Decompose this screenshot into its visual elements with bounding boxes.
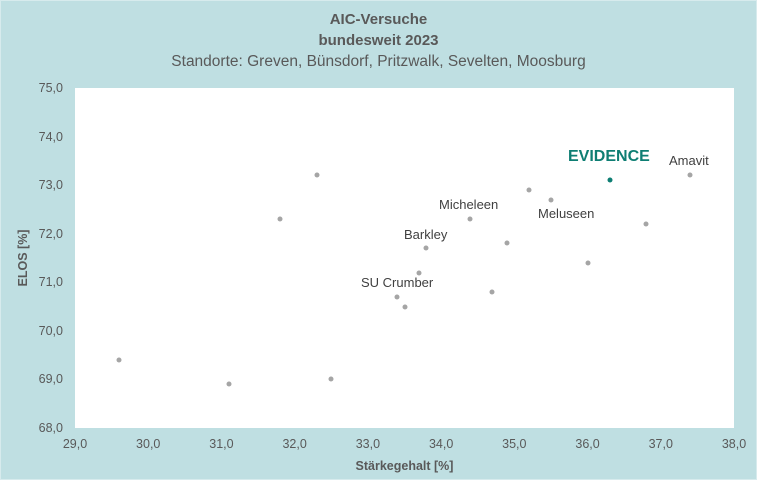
- chart-subtitle: bundesweit 2023: [318, 32, 439, 49]
- data-point: [416, 270, 422, 276]
- x-tick-label: 31,0: [209, 437, 234, 451]
- data-point: [394, 294, 400, 300]
- data-point-highlighted: [607, 177, 613, 183]
- data-point: [467, 216, 473, 222]
- point-label-meluseen: Meluseen: [538, 206, 595, 221]
- x-tick-label: 34,0: [428, 437, 454, 451]
- x-tick-label: 33,0: [355, 437, 381, 451]
- data-point: [643, 221, 649, 227]
- x-tick-label: 35,0: [502, 437, 527, 451]
- y-tick-label: 69,0: [38, 372, 63, 387]
- x-tick-label: 38,0: [721, 437, 747, 451]
- y-axis-label: ELOS [%]: [16, 229, 30, 287]
- point-label-micheleen: Micheleen: [439, 197, 499, 212]
- y-tick-label: 71,0: [38, 275, 63, 290]
- y-tick-label: 74,0: [38, 129, 63, 144]
- x-tick-label: 32,0: [282, 437, 307, 451]
- y-tick-label: 70,0: [38, 323, 63, 338]
- data-point: [277, 216, 283, 222]
- x-tick-label: 29,0: [62, 437, 88, 451]
- y-tick-label: 73,0: [38, 178, 63, 193]
- data-point: [504, 240, 510, 246]
- chart-subtitle-locations: Standorte: Greven, Bünsdorf, Pritzwalk, …: [171, 53, 586, 70]
- y-tick-label: 68,0: [38, 421, 63, 435]
- data-point: [314, 172, 320, 178]
- x-tick-label: 37,0: [648, 437, 673, 451]
- data-point: [226, 381, 232, 387]
- chart-title: AIC-Versuche: [329, 11, 428, 28]
- y-tick-label: 75,0: [38, 81, 63, 95]
- data-point: [585, 260, 591, 266]
- data-point: [116, 357, 122, 363]
- x-axis-label: Stärkegehalt [%]: [355, 459, 454, 473]
- data-point: [526, 187, 532, 193]
- data-point: [402, 304, 407, 310]
- data-point: [548, 197, 554, 203]
- point-label-su-crumber: SU Crumber: [361, 275, 434, 290]
- point-label-amavit: Amavit: [669, 153, 709, 168]
- plot-area: [75, 88, 734, 428]
- data-point: [328, 376, 334, 382]
- data-point: [489, 289, 495, 295]
- x-tick-label: 30,0: [136, 437, 161, 451]
- point-label-barkley: Barkley: [404, 227, 448, 242]
- point-label-evidence: EVIDENCE: [568, 148, 650, 165]
- data-point: [423, 245, 429, 251]
- data-point: [687, 172, 693, 178]
- x-tick-label: 36,0: [575, 437, 600, 451]
- y-tick-label: 72,0: [38, 226, 63, 241]
